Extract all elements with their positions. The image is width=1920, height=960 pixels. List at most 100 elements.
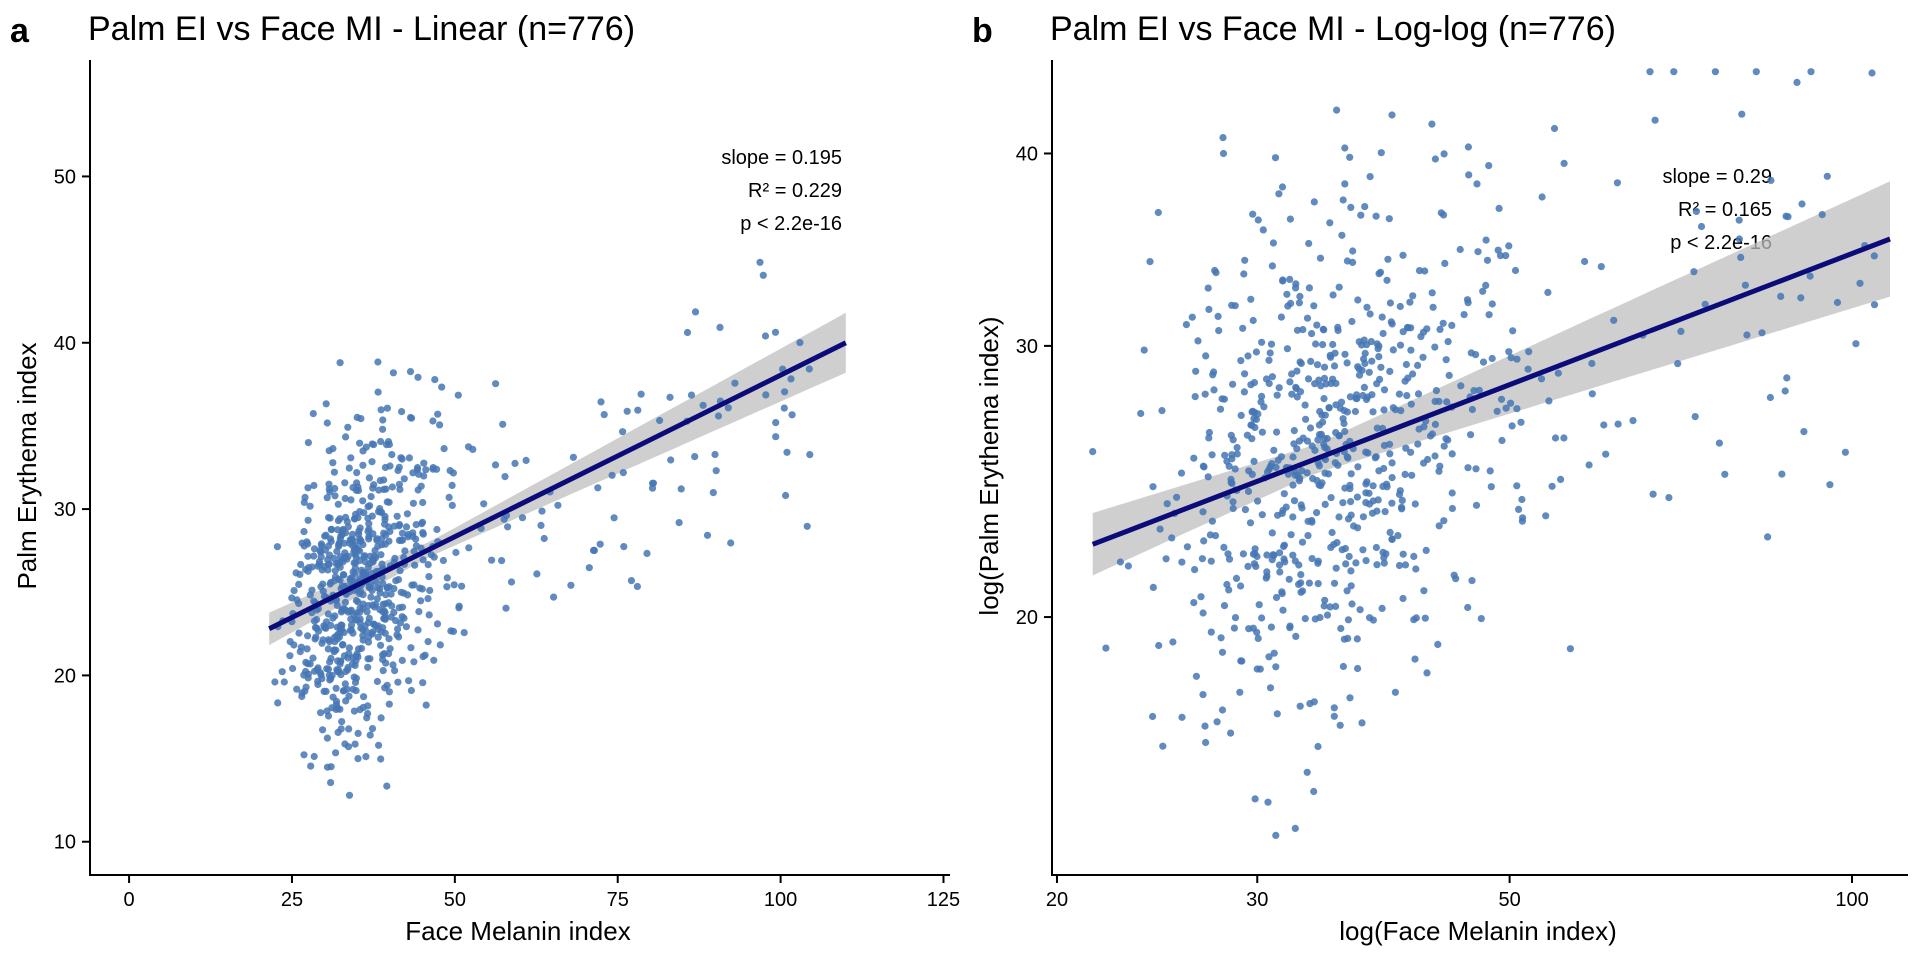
panel-a-point [365, 614, 373, 623]
panel-b-point [1389, 404, 1397, 412]
panel-b-point [1258, 511, 1266, 519]
panel-a-point [511, 459, 519, 467]
panel-a-point [337, 725, 345, 733]
panel-a-point [333, 667, 341, 676]
panel-b-point [1600, 421, 1608, 429]
panel-b-point [1275, 561, 1284, 569]
panel-b-point [1232, 574, 1241, 583]
panel-b-point [1354, 363, 1362, 371]
panel-a-point [300, 498, 308, 506]
panel-a-point [454, 391, 462, 399]
panel-b-point [1348, 600, 1356, 608]
panel-b-point [1505, 348, 1513, 356]
panel-b-point [1467, 349, 1475, 357]
panel-a-point [376, 505, 384, 513]
panel-b-point [1268, 556, 1276, 564]
panel-b-point [1852, 340, 1860, 348]
panel-b-title: Palm EI vs Face MI - Log-log (n=776) [1050, 10, 1616, 48]
panel-a-point [330, 468, 338, 476]
panel-b-point [1767, 176, 1775, 184]
panel-a-point [304, 632, 312, 640]
panel-b-point [1407, 400, 1415, 408]
panel-b-point [1369, 408, 1377, 416]
panel-b-point [1353, 493, 1361, 501]
panel-b-point [1402, 360, 1410, 369]
panel-a-point [554, 501, 562, 509]
panel-a-point [311, 623, 319, 632]
panel-b-point [1239, 550, 1247, 558]
panel-b-point [1841, 448, 1849, 456]
panel-a-point [356, 608, 364, 616]
panel-a-point [304, 660, 312, 668]
panel-b-point [1301, 401, 1309, 409]
panel-b-point [1204, 473, 1212, 481]
panel-b-point [1225, 555, 1234, 563]
panel-a-point [353, 413, 361, 421]
panel-a-point [335, 633, 344, 641]
panel-a-point [370, 552, 379, 560]
panel-a-point [403, 510, 411, 518]
panel-b-point [1220, 602, 1229, 610]
panel-b-point [1386, 528, 1394, 537]
panel-a-point [347, 626, 355, 634]
panel-a-point [386, 462, 394, 470]
panel-b-point [1228, 301, 1236, 309]
panel-b-point [1394, 532, 1402, 540]
panel-a-point [414, 373, 422, 381]
panel-b-point [1784, 213, 1792, 221]
panel-b-point [1338, 231, 1346, 239]
panel-b-ci-band [1092, 181, 1890, 576]
panel-b-point [1360, 383, 1368, 391]
panel-a-point [394, 678, 402, 686]
panel-b-point [1440, 517, 1448, 525]
panel-b-point [1358, 719, 1366, 727]
panel-a-point [308, 563, 316, 571]
panel-a-point [365, 474, 373, 482]
panel-b-point [1343, 408, 1351, 416]
panel-b-point [1502, 404, 1510, 412]
panel-a-point [419, 556, 427, 564]
panel-a-point [417, 597, 425, 605]
panel-a-point [369, 530, 377, 538]
panel-a-point [336, 359, 344, 367]
panel-a-point [332, 646, 340, 654]
panel-a-point [326, 658, 334, 666]
panel-b-point [1395, 561, 1404, 570]
panel-b-point [1270, 649, 1278, 657]
panel-a-point [398, 408, 406, 416]
panel-b-point [1283, 290, 1291, 298]
panel-b-point [1468, 577, 1476, 585]
panel-b-point [1310, 198, 1318, 206]
panel-b-point [1330, 579, 1339, 587]
panel-b-point [1237, 357, 1245, 365]
panel-b-point [1313, 321, 1321, 329]
panel-b-point [1398, 496, 1406, 504]
panel-a-point [359, 497, 367, 505]
panel-a-point [349, 536, 357, 544]
panel-a-point [619, 428, 627, 436]
panel-a-point [389, 369, 397, 377]
panel-a-point [418, 518, 427, 526]
panel-b-point [1210, 386, 1218, 394]
panel-a-point [339, 571, 347, 579]
panel-b-point [1496, 252, 1505, 260]
panel-b-point [1505, 242, 1513, 250]
panel-a-point [675, 519, 683, 527]
panel-b-point [1326, 219, 1334, 227]
panel-b-point [1218, 648, 1227, 656]
panel-b-point [1332, 602, 1340, 611]
panel-a-point [433, 620, 442, 628]
panel-a-point [303, 645, 311, 653]
panel-a-point [538, 507, 546, 515]
panel-a-point [385, 688, 393, 696]
panel-a-point [385, 635, 393, 643]
panel-b-point [1341, 144, 1349, 152]
panel-b-point [1362, 480, 1370, 488]
panel-b-point [1320, 395, 1328, 403]
panel-a-point [356, 524, 364, 532]
panel-b-point [1431, 155, 1439, 163]
panel-a-point [619, 469, 627, 477]
panel-b-point [1278, 590, 1286, 598]
panel-a-point [422, 701, 430, 709]
panel-a-annot-slope: slope = 0.195 [721, 147, 842, 169]
